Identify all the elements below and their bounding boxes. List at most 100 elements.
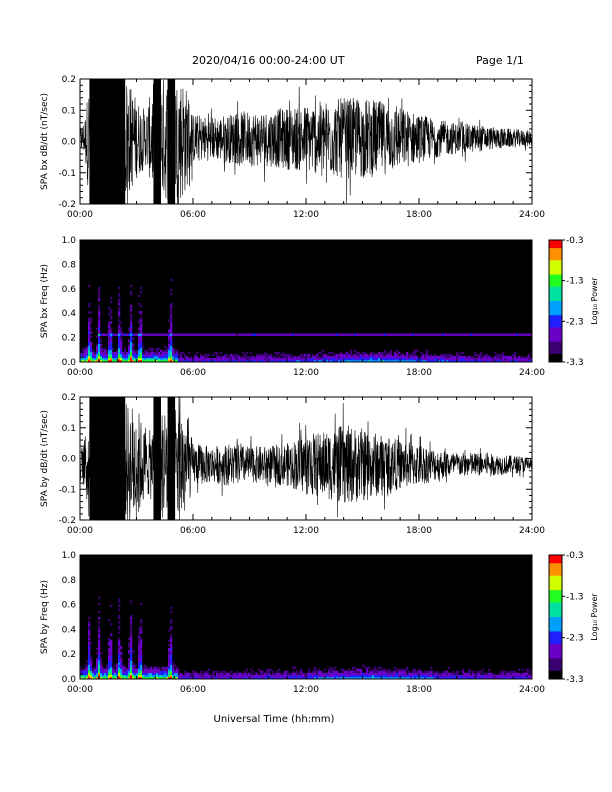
spectrogram-cell [162,355,165,359]
spectrogram-cell [110,337,113,340]
spectrogram-cell [108,307,111,310]
colorbar-segment [549,282,562,286]
spectrogram-cell [412,674,415,678]
spectrogram-cell [308,672,311,676]
spectrogram-cell [330,333,333,336]
spectrogram-cell [434,357,437,361]
spectrogram-cell [146,670,149,674]
spectrogram-cell [458,359,461,363]
spectrogram-cell [246,355,249,359]
spectrogram-cell [98,333,101,336]
spectrogram-cell [108,658,111,661]
spectrogram-cell [108,643,111,647]
spectrogram-cell [138,672,141,676]
spectrogram-cell [430,353,433,357]
spectrogram-cell [104,355,107,359]
colorbar-segment [549,666,562,670]
spectrogram-cell [98,343,101,347]
spectrogram-cell [336,672,339,676]
spectrogram-cell [462,674,465,678]
spectrogram-cell [118,292,121,296]
spectrogram-cell [482,676,485,680]
spectrogram-cell [484,357,487,361]
spectrogram-cell [460,357,463,361]
spectrogram-cell [84,349,87,353]
spectrogram-cell [200,357,203,361]
spectrogram-cell [404,668,407,672]
spectrogram-cell [444,670,447,674]
spectrogram-cell [130,309,133,312]
spectrogram-cell [432,670,435,674]
spectrogram-cell [158,351,161,355]
spectrogram-cell [332,333,335,336]
spectrogram-cell [130,325,133,328]
spectrogram-cell [442,359,445,363]
spectrogram-cell [514,670,517,674]
spectrogram-cell [212,672,215,676]
spectrogram-cell [186,672,189,676]
spectrogram-cell [344,670,347,674]
spectrogram-cell [100,652,103,655]
spectrogram-cell [270,353,273,357]
spectrogram-cell [146,333,149,336]
spectrogram-cell [490,672,493,676]
spectrogram-cell [104,668,107,672]
spectrogram-cell [318,676,321,680]
spectrogram-cell [170,660,173,663]
spectrogram-cell [414,674,417,678]
spectrogram-cell [280,359,283,363]
spectrogram-cell [140,353,143,357]
spectrogram-cell [154,355,157,359]
spectrogram-cell [88,633,91,636]
spectrogram-cell [170,351,173,355]
spectrogram-cell [144,666,147,669]
spectrogram-cell [486,355,489,359]
spectrogram-cell [110,656,113,659]
spectrogram-cell [140,670,143,674]
spectrogram-cell [214,674,217,678]
colorbar-segment [549,244,562,247]
spectrogram-cell [132,668,135,672]
spectrogram-cell [272,676,275,680]
spectrogram-cell [160,668,163,672]
spectrogram-cell [502,670,505,674]
colorbar-tick-label: -2.3 [566,317,584,327]
spectrogram-cell [418,670,421,674]
spectrogram-cell [320,355,323,359]
spectrogram-cell [518,359,521,363]
spectrogram-cell [120,654,123,657]
spectrogram-cell [408,676,411,680]
spectrogram-cell [402,333,405,336]
spectrogram-cell [340,333,343,336]
spectrogram-cell [234,674,237,678]
spectrogram-cell [134,672,137,676]
colorbar-segment [549,592,562,595]
spectrogram-cell [242,333,245,336]
spectrogram-cell [148,668,151,672]
spectrogram-cell [190,355,193,359]
spectrogram-cell [378,357,381,361]
spectrogram-cell [196,359,199,363]
spectrogram-cell [100,672,103,676]
spectrogram-cell [108,670,111,674]
colorbar-segment [549,337,562,341]
spectrogram-cell [352,357,355,361]
spectrogram-cell [354,359,357,363]
spectrogram-cell [406,359,409,363]
spectrogram-cell [120,337,123,340]
spectrogram-cell [346,674,349,678]
spectrogram-cell [420,333,423,336]
spectrogram-cell [130,617,133,620]
spectrogram-cell [204,674,207,678]
spectrogram-cell [160,674,163,678]
spectrogram-cell [190,333,193,336]
spectrogram-cell [214,351,217,355]
spectrogram-cell [130,623,133,626]
spectrogram-cell [276,676,279,680]
spectrogram-cell [186,357,189,361]
spectrogram-cell [128,327,131,330]
spectrogram-cell [294,355,297,359]
spectrogram-cell [502,359,505,363]
spectrogram-cell [218,674,221,678]
spectrogram-cell [530,357,533,361]
